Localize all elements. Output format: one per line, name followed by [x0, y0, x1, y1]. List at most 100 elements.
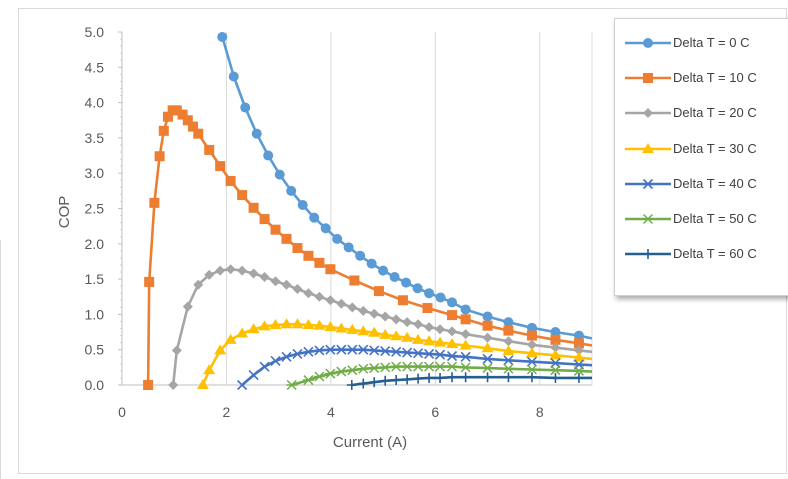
series-line: [171, 267, 592, 386]
y-tick-label: 1.5: [85, 271, 105, 287]
data-point: [525, 347, 538, 358]
x-tick-label: 0: [118, 404, 126, 420]
data-point: [270, 224, 281, 235]
legend-item: Delta T = 10 C: [615, 67, 788, 89]
y-tick-label: 3.5: [85, 130, 105, 146]
legend-label: Delta T = 50 C: [673, 211, 757, 226]
data-point: [237, 265, 248, 276]
data-point: [435, 292, 446, 303]
data-point: [447, 310, 458, 321]
legend-label: Delta T = 10 C: [673, 70, 757, 86]
legend-item: Delta T = 60 C: [615, 243, 788, 265]
data-point: [188, 121, 199, 132]
data-point: [482, 320, 493, 331]
data-point: [379, 328, 392, 339]
y-axis-title: COP: [56, 196, 73, 229]
data-point: [302, 318, 315, 329]
data-point: [503, 355, 514, 366]
data-point: [292, 348, 303, 360]
data-point: [435, 324, 446, 335]
data-point: [357, 363, 369, 374]
chart-legend: Delta T = 0 C Delta T = 10 C Delta T = 20 …: [614, 18, 788, 296]
data-point: [379, 362, 391, 373]
data-point: [193, 128, 204, 139]
x-axis-title: Current (A): [333, 434, 407, 451]
data-point: [314, 345, 325, 356]
data-point: [313, 319, 326, 330]
data-point: [412, 333, 425, 344]
data-point: [274, 169, 285, 180]
data-point: [325, 344, 336, 355]
data-point: [346, 380, 357, 390]
legend-swatch: [625, 73, 671, 84]
data-point: [389, 271, 400, 282]
data-point: [358, 344, 369, 355]
series-delta-t-0-c: [217, 31, 592, 341]
data-point: [447, 372, 458, 383]
series-delta-t-10-c: [143, 105, 592, 390]
data-point: [526, 322, 537, 333]
data-point: [422, 303, 433, 314]
data-point: [303, 250, 314, 261]
data-point: [549, 349, 562, 360]
data-point: [237, 379, 248, 391]
data-point: [378, 265, 389, 276]
data-point: [204, 144, 215, 155]
data-point: [397, 295, 408, 306]
data-point: [573, 365, 585, 376]
data-point: [446, 338, 459, 349]
legend-item: Delta T = 0 C: [615, 32, 788, 54]
series-delta-t-50-c: [286, 361, 592, 391]
data-point: [460, 329, 471, 340]
legend-swatch: [625, 213, 671, 225]
data-point: [447, 297, 458, 308]
data-point: [435, 372, 446, 383]
legend-item: Delta T = 20 C: [615, 102, 788, 124]
series-delta-t-40-c: [237, 344, 592, 391]
legend-marker: [642, 142, 654, 153]
data-point: [423, 361, 435, 372]
data-point: [228, 71, 239, 82]
data-point: [215, 265, 226, 276]
data-point: [248, 202, 259, 213]
data-point: [413, 373, 424, 384]
data-point: [251, 128, 262, 139]
data-point: [154, 151, 165, 162]
data-point: [423, 335, 436, 346]
legend-marker: [642, 178, 654, 189]
data-point: [402, 347, 413, 358]
data-point: [309, 212, 320, 223]
data-point: [292, 243, 303, 254]
data-point: [258, 320, 271, 331]
legend-item: Delta T = 50 C: [615, 208, 788, 230]
legend-marker: [643, 38, 653, 48]
data-point: [217, 31, 228, 42]
data-point: [346, 365, 358, 376]
data-point: [303, 346, 314, 357]
data-point: [413, 319, 424, 330]
legend-swatch: [625, 249, 671, 260]
data-point: [325, 295, 336, 306]
data-point: [259, 271, 270, 282]
legend-label: Delta T = 0 C: [673, 35, 750, 50]
data-point: [263, 150, 274, 161]
data-point: [248, 370, 259, 381]
data-point: [313, 371, 325, 382]
legend-swatch: [625, 142, 671, 153]
data-point: [349, 275, 360, 286]
data-point: [171, 105, 182, 116]
data-point: [281, 279, 292, 290]
data-point: [149, 197, 160, 208]
data-point: [526, 356, 538, 367]
data-point: [503, 325, 514, 336]
data-point: [270, 276, 281, 287]
data-point: [292, 283, 303, 294]
legend-marker: [642, 213, 654, 225]
data-point: [390, 330, 403, 341]
data-point: [550, 327, 561, 338]
x-tick-label: 4: [327, 404, 335, 420]
data-point: [424, 348, 435, 360]
data-point: [291, 318, 304, 329]
data-point: [424, 372, 435, 383]
data-point: [259, 214, 270, 225]
